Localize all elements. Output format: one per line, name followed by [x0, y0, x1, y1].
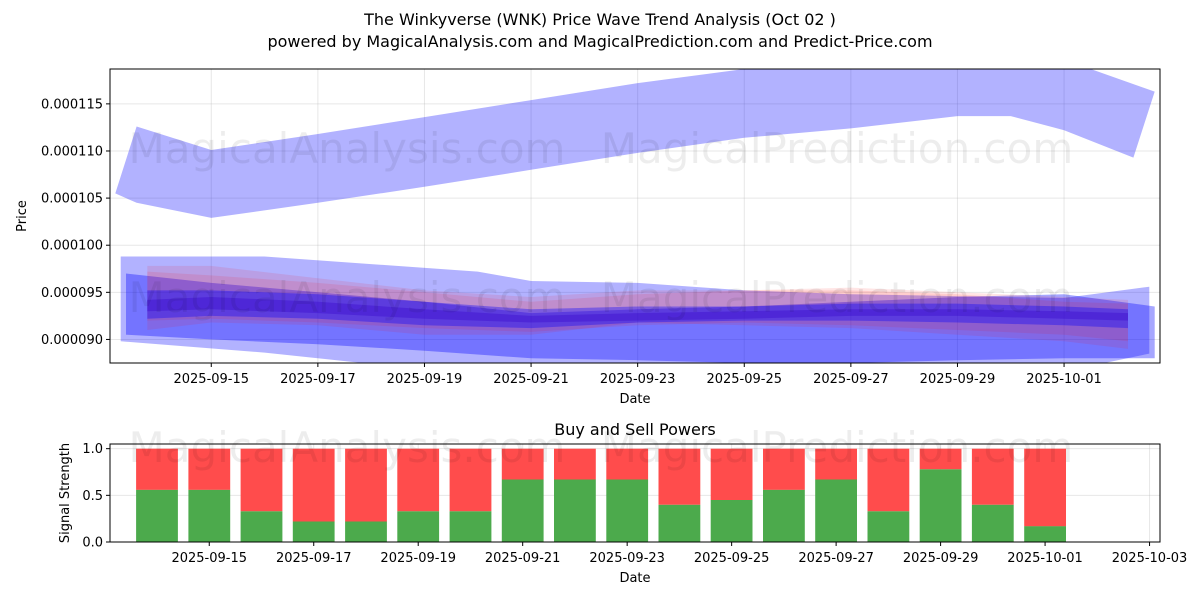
buy-bar	[658, 504, 701, 542]
sell-bar	[815, 448, 857, 480]
price-x-tick-label: 2025-09-29	[920, 372, 996, 387]
power-bars	[136, 448, 1066, 542]
buy-bar	[397, 511, 440, 542]
power-y-tick-label: 1.0	[82, 442, 103, 457]
price-x-tick-label: 2025-09-25	[706, 372, 782, 387]
buy-bar	[345, 521, 387, 542]
buy-bar	[919, 469, 962, 542]
price-band-upper-wave	[115, 69, 1155, 218]
power-x-tick-label: 2025-09-23	[589, 551, 665, 566]
sell-bar	[449, 448, 492, 512]
price-band-mid-band	[126, 273, 1155, 363]
price-x-tick-label: 2025-09-23	[600, 372, 676, 387]
buy-bar	[240, 511, 283, 542]
buy-bar	[188, 489, 231, 542]
sell-bar	[658, 448, 701, 505]
sell-bar	[554, 448, 596, 480]
chart-subtitle: powered by MagicalAnalysis.com and Magic…	[267, 32, 932, 51]
buy-bar	[136, 489, 178, 542]
sell-bar	[971, 448, 1014, 505]
watermark-analysis-mid: MagicalAnalysis.com	[129, 273, 566, 322]
power-x-tick-label: 2025-09-25	[694, 551, 770, 566]
sell-bar	[397, 448, 440, 512]
power-x-label: Date	[619, 571, 650, 586]
watermark-prediction-bottom: MagicalPrediction.com	[601, 423, 1074, 472]
sell-bar	[1024, 448, 1066, 527]
power-chart-title: Buy and Sell Powers	[554, 420, 716, 439]
watermark-prediction-mid: MagicalPrediction.com	[601, 273, 1074, 322]
power-x-tick-label: 2025-10-03	[1112, 551, 1188, 566]
buy-bar	[1024, 526, 1066, 542]
price-bands-clipped	[115, 69, 1155, 363]
buy-bar	[867, 511, 910, 542]
price-x-tick-label: 2025-09-21	[493, 372, 569, 387]
sell-bar	[240, 448, 283, 512]
power-x-tick-label: 2025-09-19	[380, 551, 456, 566]
price-y-tick-label: 0.000110	[41, 144, 103, 159]
chart-title: The Winkyverse (WNK) Price Wave Trend An…	[363, 10, 836, 29]
price-band-red-wave-a	[147, 265, 1129, 349]
watermark-prediction-top: MagicalPrediction.com	[601, 124, 1074, 173]
sell-bar	[345, 448, 387, 522]
price-y-tick-label: 0.000105	[41, 192, 103, 207]
price-x-tick-label: 2025-09-17	[280, 372, 356, 387]
price-x-axis: 2025-09-15 2025-09-17 2025-09-19 2025-09-21…	[173, 363, 1102, 387]
price-grid	[110, 69, 1160, 363]
price-x-tick-label: 2025-09-15	[173, 372, 249, 387]
power-y-tick-label: 0.5	[82, 489, 103, 504]
watermark-analysis-top: MagicalAnalysis.com	[129, 124, 566, 173]
price-plot-frame	[109, 68, 1161, 364]
power-plot-frame	[109, 443, 1161, 543]
sell-bar	[763, 448, 805, 490]
price-band-wide-band	[120, 256, 1150, 363]
price-x-tick-label: 2025-09-19	[387, 372, 463, 387]
price-y-tick-label: 0.000100	[41, 239, 103, 254]
price-y-tick-label: 0.000115	[41, 97, 103, 112]
sell-bar	[501, 448, 544, 480]
sell-bar	[919, 448, 962, 470]
power-x-tick-label: 2025-09-29	[903, 551, 979, 566]
price-y-tick-label: 0.000095	[41, 286, 103, 301]
watermark-analysis-bottom: MagicalAnalysis.com	[129, 423, 566, 472]
power-x-tick-label: 2025-10-01	[1007, 551, 1083, 566]
sell-bar	[867, 448, 910, 512]
price-x-tick-label: 2025-09-27	[813, 372, 889, 387]
power-x-tick-label: 2025-09-27	[798, 551, 874, 566]
power-y-tick-label: 0.0	[82, 536, 103, 551]
buy-bar	[449, 511, 492, 542]
power-y-axis: 0.0 0.5 1.0	[82, 442, 110, 551]
buy-bar	[815, 479, 857, 542]
price-wave-bands	[115, 69, 1155, 363]
power-x-tick-label: 2025-09-21	[485, 551, 561, 566]
sell-bar	[188, 448, 231, 490]
price-x-label: Date	[619, 392, 650, 407]
power-x-tick-label: 2025-09-17	[276, 551, 352, 566]
buy-bar	[710, 500, 753, 542]
price-y-label: Price	[15, 200, 30, 232]
buy-bar	[606, 479, 649, 542]
power-x-tick-label: 2025-09-15	[171, 551, 247, 566]
price-band-core-band	[147, 290, 1129, 329]
buy-bar	[554, 479, 596, 542]
buy-bar	[501, 479, 544, 542]
power-x-axis: 2025-09-15 2025-09-17 2025-09-19 2025-09-21…	[171, 542, 1187, 566]
buy-bar	[292, 521, 335, 542]
power-y-label: Signal Strength	[58, 443, 73, 543]
sell-bar	[606, 448, 649, 480]
price-y-axis: 0.000090 0.000095 0.000100 0.000105 0.000110…	[41, 97, 110, 348]
price-band-red-wave-b	[147, 271, 1129, 342]
price-y-tick-label: 0.000090	[41, 333, 103, 348]
buy-bar	[763, 489, 805, 542]
sell-bar	[710, 448, 753, 500]
buy-bar	[971, 504, 1014, 542]
price-x-tick-label: 2025-10-01	[1026, 372, 1102, 387]
price-band-core-line	[147, 297, 1129, 323]
sell-bar	[292, 448, 335, 522]
sell-bar	[136, 448, 178, 490]
